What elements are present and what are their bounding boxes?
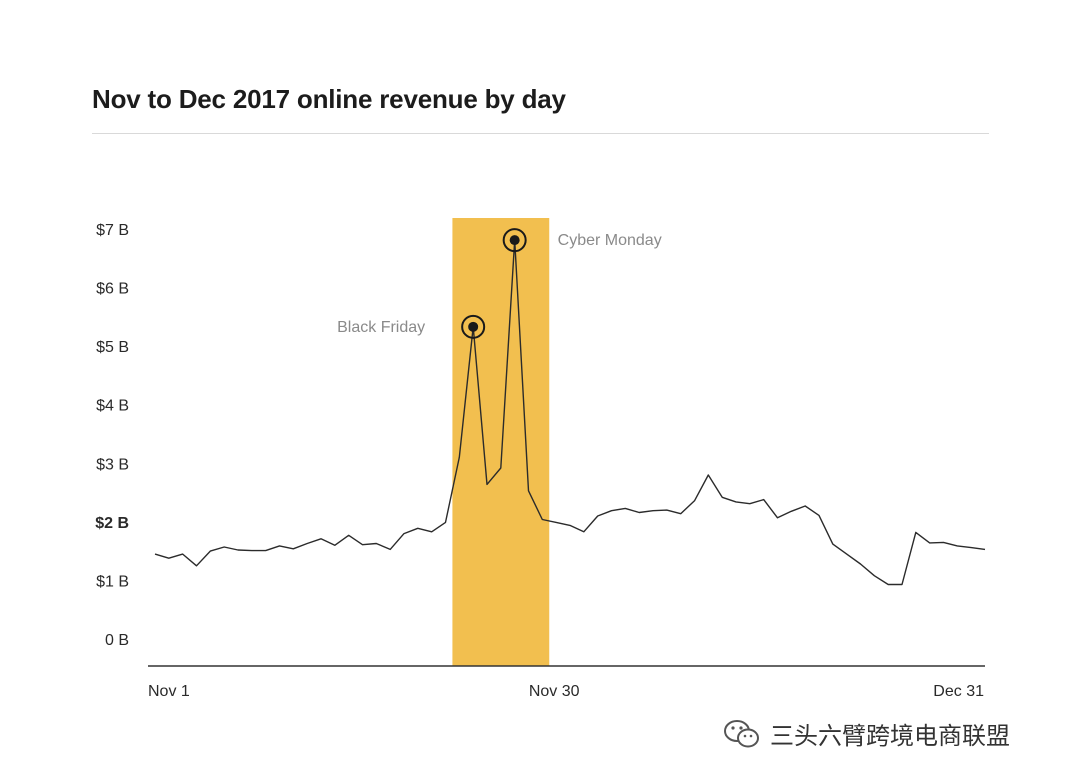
watermark: 三头六臂跨境电商联盟	[722, 716, 1010, 751]
wechat-icon	[724, 719, 759, 747]
y-tick-label: $7 B	[96, 222, 129, 239]
y-tick-label: $5 B	[96, 339, 129, 356]
revenue-series-line	[154, 239, 986, 586]
x-tick-label: Nov 30	[529, 683, 580, 700]
y-tick-label: $1 B	[96, 573, 129, 590]
annotation-label: Black Friday	[337, 319, 425, 336]
watermark-text: 三头六臂跨境电商联盟	[770, 722, 1010, 750]
annotation-dot	[509, 235, 520, 246]
x-tick-label: Dec 31	[933, 683, 984, 700]
title-divider	[92, 133, 989, 134]
x-tick-label: Nov 1	[148, 683, 190, 700]
annotation-ring	[502, 228, 527, 253]
y-tick-label: $3 B	[96, 456, 129, 473]
y-tick-label: $2 B	[95, 515, 129, 532]
chart-title: Nov to Dec 2017 online revenue by day	[92, 84, 566, 114]
y-tick-label: $6 B	[96, 281, 129, 298]
annotation-dot	[468, 321, 479, 332]
annotation-ring	[461, 314, 486, 339]
y-tick-label: $4 B	[96, 398, 129, 415]
y-tick-label: 0 B	[105, 632, 129, 649]
annotation-label: Cyber Monday	[558, 232, 662, 249]
highlight-band	[452, 218, 550, 666]
